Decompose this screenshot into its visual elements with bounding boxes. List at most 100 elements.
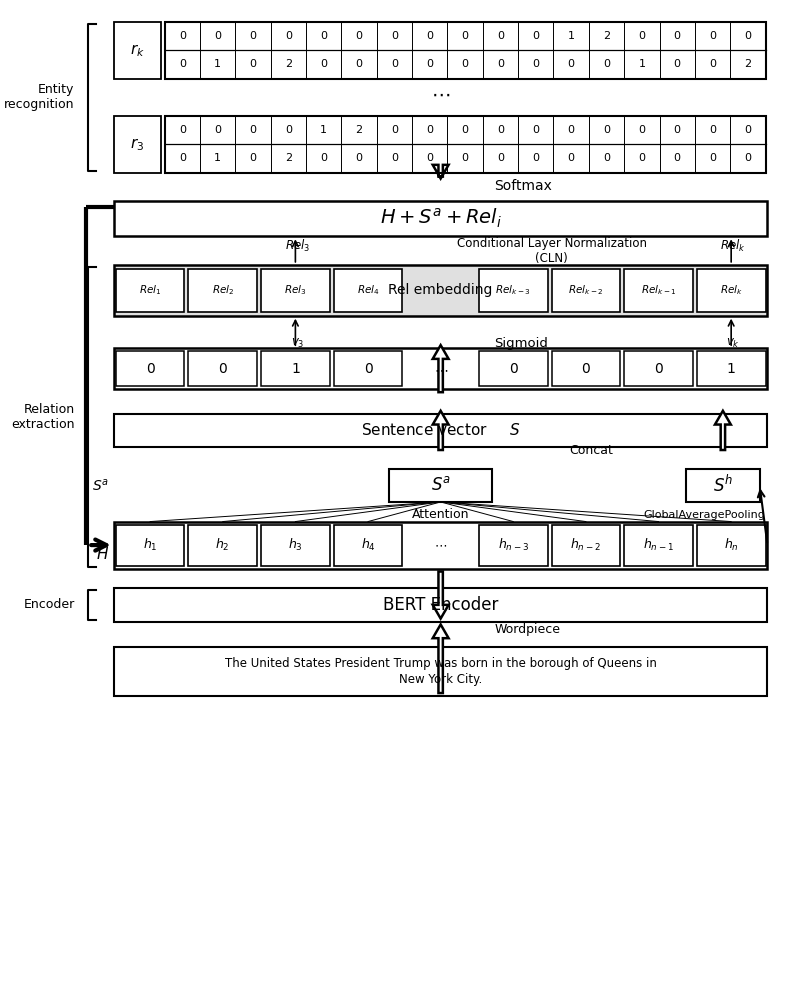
Bar <box>479 269 547 312</box>
Text: $Rel_{k-1}$: $Rel_{k-1}$ <box>641 283 677 297</box>
Text: 0: 0 <box>462 125 468 135</box>
Text: 0: 0 <box>462 153 468 163</box>
Text: 0: 0 <box>603 153 610 163</box>
Bar <box>551 269 620 312</box>
Bar <box>114 414 768 447</box>
Text: Sigmoid: Sigmoid <box>495 337 548 350</box>
Bar <box>697 351 765 386</box>
Text: 0: 0 <box>603 59 610 69</box>
Bar <box>114 588 768 622</box>
Text: 0: 0 <box>638 153 646 163</box>
Text: 0: 0 <box>497 125 504 135</box>
Text: 0: 0 <box>582 362 591 376</box>
Bar <box>114 522 768 569</box>
Text: $h_{n-1}$: $h_{n-1}$ <box>643 537 674 553</box>
Text: GlobalAveragePooling: GlobalAveragePooling <box>644 510 765 520</box>
Text: 0: 0 <box>709 59 716 69</box>
Bar <box>114 265 768 316</box>
FancyArrow shape <box>433 572 448 619</box>
Bar <box>551 351 620 386</box>
Bar <box>624 269 693 312</box>
Text: 0: 0 <box>497 153 504 163</box>
Text: 0: 0 <box>462 59 468 69</box>
Text: 1: 1 <box>638 59 646 69</box>
Bar <box>188 524 257 566</box>
Text: 0: 0 <box>674 125 681 135</box>
Text: 0: 0 <box>745 125 752 135</box>
FancyArrow shape <box>715 411 731 450</box>
Bar <box>164 116 765 173</box>
Text: 0: 0 <box>426 59 433 69</box>
Text: $Rel_{k-2}$: $Rel_{k-2}$ <box>568 283 603 297</box>
Bar <box>188 351 257 386</box>
Text: 0: 0 <box>320 153 327 163</box>
Text: $Rel_2$: $Rel_2$ <box>211 283 234 297</box>
Bar <box>551 524 620 566</box>
Text: $H$: $H$ <box>96 546 109 562</box>
Bar <box>114 647 768 696</box>
Text: 0: 0 <box>219 362 227 376</box>
Text: 2: 2 <box>356 125 363 135</box>
Bar <box>114 348 768 389</box>
Text: 0: 0 <box>146 362 155 376</box>
Text: 0: 0 <box>356 153 362 163</box>
Text: 1: 1 <box>215 153 221 163</box>
Text: 0: 0 <box>462 31 468 41</box>
Text: 0: 0 <box>674 153 681 163</box>
Text: Attention: Attention <box>412 508 469 521</box>
Text: 2: 2 <box>285 153 292 163</box>
Text: Concat: Concat <box>569 444 613 458</box>
Text: 0: 0 <box>603 125 610 135</box>
Text: $r_k$: $r_k$ <box>130 42 144 59</box>
Text: Conditional Layer Normalization
(CLN): Conditional Layer Normalization (CLN) <box>456 237 646 265</box>
Text: 0: 0 <box>356 31 362 41</box>
Text: $\cdots$: $\cdots$ <box>434 539 447 552</box>
Text: 0: 0 <box>391 153 398 163</box>
Text: 0: 0 <box>320 31 327 41</box>
Text: 0: 0 <box>426 31 433 41</box>
Text: 0: 0 <box>497 31 504 41</box>
Text: 2: 2 <box>745 59 752 69</box>
Bar <box>334 524 402 566</box>
Text: 0: 0 <box>250 59 257 69</box>
Text: $\cdots$: $\cdots$ <box>431 85 450 104</box>
Bar <box>389 469 492 502</box>
Text: 0: 0 <box>497 59 504 69</box>
Text: BERT Encoder: BERT Encoder <box>383 596 498 614</box>
Text: $h_3$: $h_3$ <box>288 537 302 553</box>
Text: 0: 0 <box>179 125 186 135</box>
Text: 0: 0 <box>567 125 575 135</box>
FancyArrow shape <box>433 165 448 179</box>
Text: $S^h$: $S^h$ <box>713 475 733 496</box>
Text: 0: 0 <box>745 31 752 41</box>
Bar <box>116 524 184 566</box>
Text: Softmax: Softmax <box>495 179 552 193</box>
Text: $S^a$: $S^a$ <box>431 476 451 494</box>
Text: $r_3$: $r_3$ <box>130 136 144 153</box>
Text: $h_n$: $h_n$ <box>724 537 739 553</box>
Text: 0: 0 <box>285 31 292 41</box>
Text: $Rel_k$: $Rel_k$ <box>720 283 743 297</box>
FancyArrow shape <box>433 624 448 693</box>
Bar <box>261 524 330 566</box>
Text: 1: 1 <box>215 59 221 69</box>
Bar <box>116 269 184 312</box>
Text: 0: 0 <box>215 125 221 135</box>
Text: $h_4$: $h_4$ <box>361 537 376 553</box>
Text: 0: 0 <box>532 31 539 41</box>
Text: Relation
extraction: Relation extraction <box>11 403 75 431</box>
Text: $h_1$: $h_1$ <box>143 537 157 553</box>
Bar <box>479 351 547 386</box>
Bar <box>116 351 184 386</box>
FancyArrow shape <box>433 411 448 450</box>
Bar <box>114 22 161 79</box>
Text: $\cdots$: $\cdots$ <box>433 362 448 376</box>
Text: Wordpiece: Wordpiece <box>495 623 560 636</box>
Text: 0: 0 <box>509 362 518 376</box>
Text: $Rel_3$: $Rel_3$ <box>285 238 310 254</box>
Text: 0: 0 <box>250 153 257 163</box>
Text: 0: 0 <box>215 31 221 41</box>
Text: 0: 0 <box>532 59 539 69</box>
Text: 0: 0 <box>638 125 646 135</box>
Text: 0: 0 <box>709 31 716 41</box>
